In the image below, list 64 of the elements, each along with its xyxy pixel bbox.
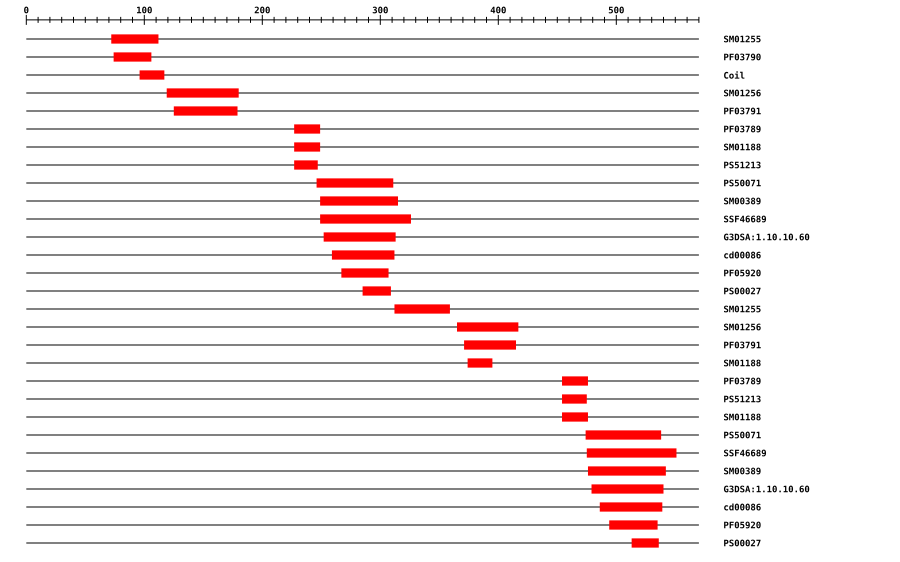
bar bbox=[111, 34, 158, 44]
y-tick-label: cd00086 bbox=[724, 504, 761, 510]
y-tick-label: PF03791 bbox=[724, 342, 761, 348]
bar bbox=[464, 340, 516, 350]
y-tick-label: SM01188 bbox=[724, 144, 761, 150]
bar bbox=[562, 394, 587, 404]
y-tick-label: G3DSA:1.10.10.60 bbox=[724, 234, 810, 240]
y-tick-label: cd00086 bbox=[724, 252, 761, 258]
bar bbox=[324, 232, 396, 242]
x-tick-label: 0 bbox=[24, 6, 28, 14]
bar bbox=[316, 178, 394, 188]
bar bbox=[320, 214, 411, 224]
y-tick-label: SM00389 bbox=[724, 468, 761, 474]
y-tick-label: PF03789 bbox=[724, 378, 761, 384]
y-tick-label: SM01188 bbox=[724, 360, 761, 366]
y-tick-label: SM01256 bbox=[724, 324, 761, 330]
bar bbox=[294, 160, 318, 170]
x-tick-label: 300 bbox=[372, 6, 388, 14]
bar bbox=[332, 250, 394, 260]
y-tick-label: PF05920 bbox=[724, 522, 761, 528]
y-tick-label: PS51213 bbox=[724, 396, 761, 402]
y-tick-label: PS50071 bbox=[724, 432, 761, 438]
bar bbox=[166, 88, 239, 98]
y-tick-label: SM01255 bbox=[724, 36, 761, 42]
y-tick-label: PS51213 bbox=[724, 162, 761, 168]
y-tick-label: PS00027 bbox=[724, 288, 761, 294]
bar bbox=[632, 538, 659, 548]
y-tick-label: Coil bbox=[724, 71, 744, 79]
bar bbox=[114, 52, 152, 62]
bar bbox=[394, 304, 450, 314]
bar bbox=[562, 376, 588, 386]
y-tick-label: PF03789 bbox=[724, 126, 761, 132]
bar bbox=[586, 430, 662, 440]
bar bbox=[588, 466, 666, 476]
y-tick-label: SM01255 bbox=[724, 306, 761, 312]
y-tick-label: PS00027 bbox=[724, 540, 761, 546]
bar bbox=[600, 502, 662, 512]
y-tick-label: PS50071 bbox=[724, 180, 761, 186]
y-tick-label: SM00389 bbox=[724, 198, 761, 204]
bar bbox=[457, 322, 518, 332]
y-tick-label: PF05920 bbox=[724, 270, 761, 276]
y-tick-label: SSF46689 bbox=[724, 450, 766, 456]
bar bbox=[341, 268, 389, 278]
bar bbox=[468, 358, 492, 368]
x-tick-label: 100 bbox=[137, 6, 152, 14]
bar bbox=[592, 484, 664, 494]
bar bbox=[609, 520, 658, 530]
y-tick-label: SSF46689 bbox=[724, 216, 766, 222]
y-tick-label: SM01188 bbox=[724, 414, 761, 420]
y-tick-label: SM01256 bbox=[724, 90, 761, 96]
bar bbox=[294, 142, 320, 152]
x-tick-label: 500 bbox=[608, 6, 624, 14]
x-tick-label: 200 bbox=[254, 6, 270, 14]
y-tick-label: PF03790 bbox=[724, 54, 761, 60]
bar bbox=[174, 106, 238, 116]
bar bbox=[362, 286, 391, 296]
y-tick-label: G3DSA:1.10.10.60 bbox=[724, 486, 810, 492]
y-tick-label: PF03791 bbox=[724, 108, 761, 114]
bar bbox=[562, 412, 588, 422]
bar bbox=[294, 124, 320, 134]
bar bbox=[586, 448, 676, 458]
bar bbox=[320, 196, 398, 206]
x-tick-label: 400 bbox=[490, 6, 506, 14]
bar bbox=[140, 70, 164, 80]
